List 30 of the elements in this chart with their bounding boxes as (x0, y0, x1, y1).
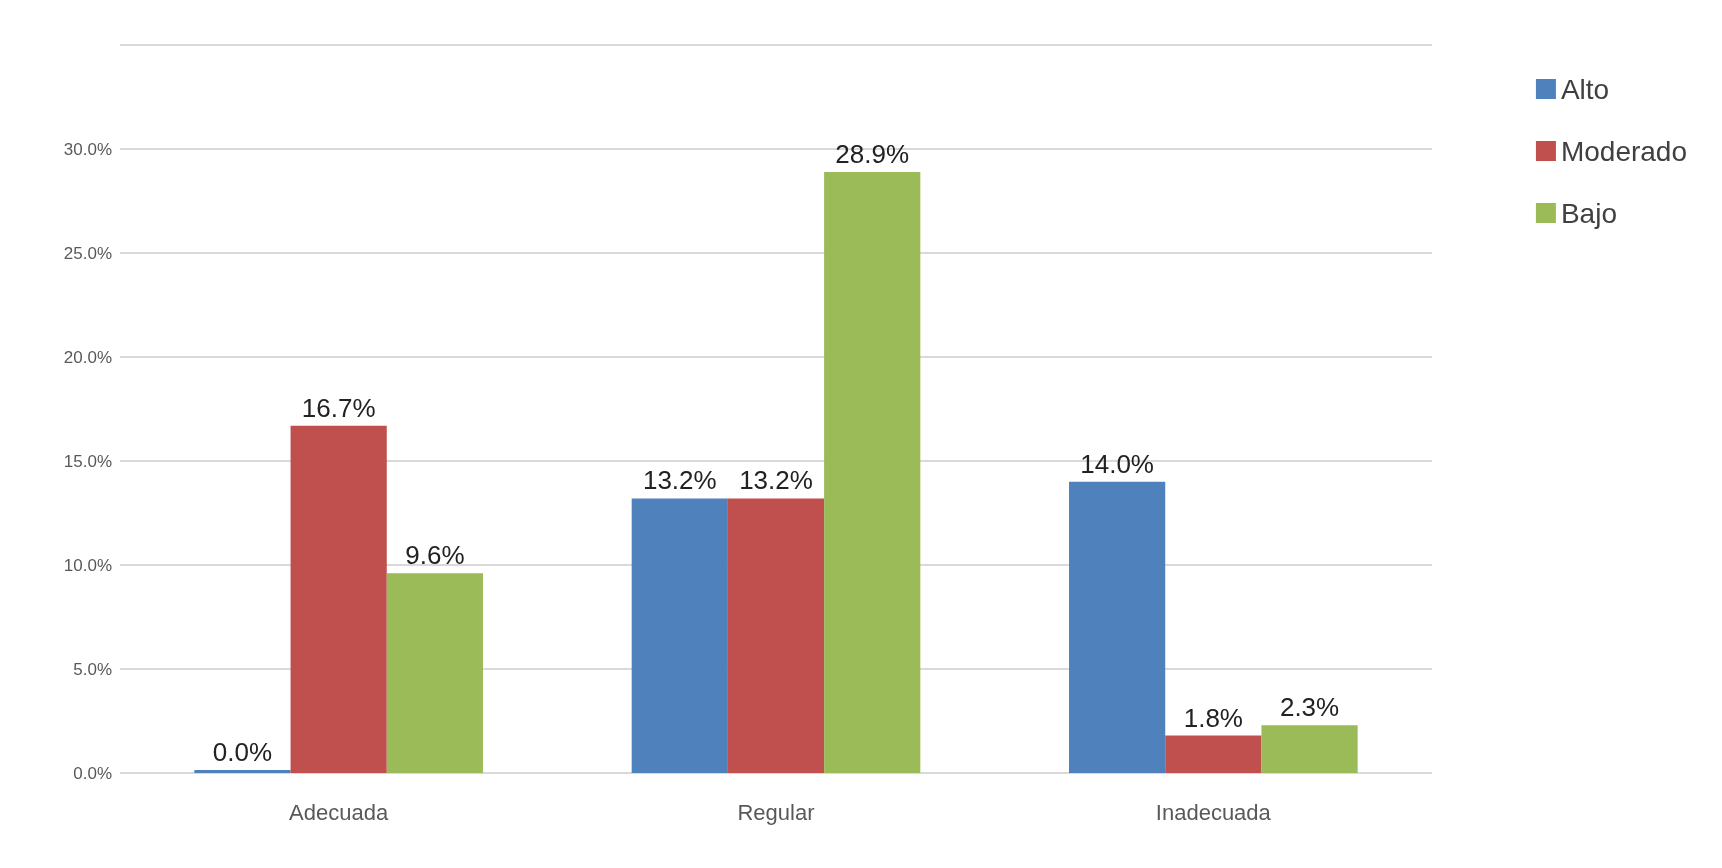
data-label: 0.0% (212, 737, 273, 767)
y-tick-label: 20.0% (63, 347, 112, 367)
data-label: 14.0% (1080, 448, 1154, 479)
bar (727, 498, 825, 773)
legend-label: Bajo (1560, 197, 1617, 229)
data-label: 13.2% (739, 465, 813, 496)
y-tick-label: 15.0% (63, 451, 112, 471)
y-tick-label: 30.0% (63, 139, 112, 159)
data-label: 16.7% (301, 392, 376, 423)
y-tick-label: 10.0% (63, 555, 112, 575)
data-label: 1.8% (1183, 702, 1243, 733)
bar (824, 171, 921, 773)
x-tick-label: Inadecuada (1155, 799, 1272, 825)
y-tick-label: 5.0% (73, 659, 112, 679)
bar (1069, 481, 1166, 773)
data-label: 13.2% (642, 465, 717, 496)
x-tick-label: Regular (737, 799, 815, 825)
y-tick-label: 0.0% (73, 763, 112, 783)
data-label: 2.3% (1279, 692, 1340, 723)
bar (290, 425, 387, 773)
bar (1261, 725, 1358, 773)
bar (631, 498, 728, 773)
bar (1165, 735, 1262, 773)
bar (386, 573, 483, 773)
legend-label: Alto (1560, 73, 1610, 105)
legend-label: Moderado (1560, 135, 1688, 167)
data-label: 9.6% (405, 540, 465, 571)
y-tick-label: 25.0% (63, 243, 112, 263)
x-tick-label: Adecuada (289, 799, 389, 825)
data-label: 28.9% (835, 138, 910, 169)
